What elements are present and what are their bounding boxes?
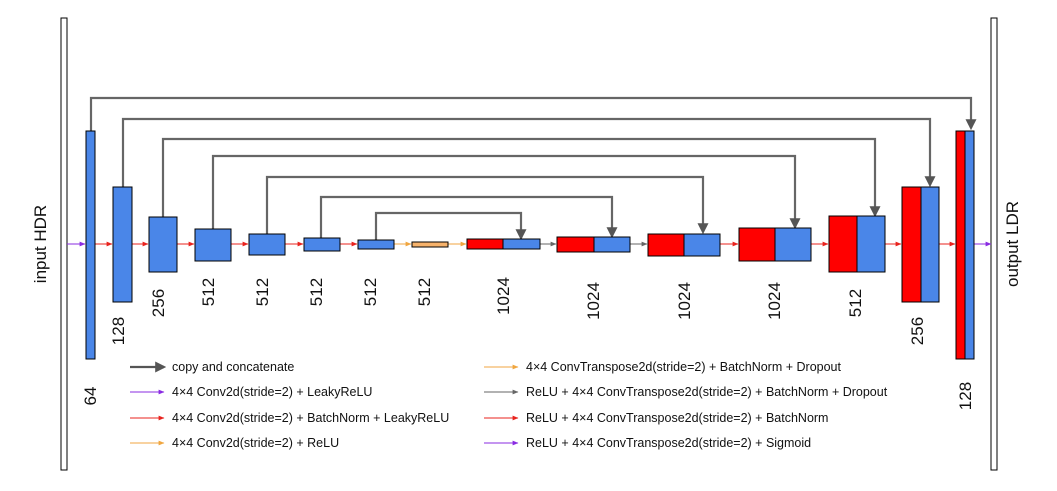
dec-block-6-blue (920, 186, 940, 303)
dec-block-3-blue (683, 233, 721, 257)
enc-label-2: 128 (109, 317, 128, 345)
enc-block-5 (248, 233, 286, 256)
dec-label-5: 512 (846, 289, 865, 317)
enc-block-8 (411, 241, 449, 248)
enc-block-6 (303, 237, 341, 252)
enc-label-8: 512 (415, 278, 434, 306)
dec-block-7-red (955, 130, 966, 360)
dec-block-7-blue (964, 130, 975, 360)
enc-block-7 (357, 239, 395, 250)
enc-label-1: 64 (81, 387, 100, 406)
encoder-labels: 64 128 256 512 512 512 512 512 (81, 278, 434, 406)
legend-text-4: 4×4 Conv2d(stride=2) + ReLU (172, 436, 339, 450)
skip-512-d (374, 211, 527, 241)
skip-256 (161, 137, 881, 218)
input-label: input HDR (31, 205, 50, 283)
skip-64 (89, 96, 977, 131)
skip-connections (89, 96, 977, 241)
enc-block-2 (112, 186, 133, 303)
skip-512-a (211, 154, 801, 230)
enc-label-7: 512 (361, 278, 380, 306)
dec-block-2-blue (593, 236, 631, 253)
legend-text-2: 4×4 Conv2d(stride=2) + LeakyReLU (172, 385, 372, 399)
decoder-labels: 1024 1024 1024 1024 512 256 128 (494, 277, 975, 410)
decoder-blocks (466, 130, 975, 360)
enc-label-3: 256 (149, 289, 168, 317)
encoder-blocks (85, 130, 449, 360)
output-frame (990, 17, 998, 471)
dec-block-6-red (901, 186, 922, 303)
dec-label-2: 1024 (584, 282, 603, 320)
legend-text-6: ReLU + 4×4 ConvTranspose2d(stride=2) + B… (526, 385, 888, 399)
dec-label-4: 1024 (765, 282, 784, 320)
skip-512-b (265, 175, 709, 235)
skip-512-c (319, 195, 618, 239)
dec-block-2-red (556, 236, 595, 253)
dec-block-4-blue (774, 227, 812, 262)
skip-128 (121, 117, 936, 188)
dec-block-1-blue (502, 238, 541, 250)
legend: copy and concatenate 4×4 Conv2d(stride=2… (130, 360, 888, 450)
enc-label-4: 512 (199, 278, 218, 306)
legend-text-7: ReLU + 4×4 ConvTranspose2d(stride=2) + B… (526, 411, 828, 425)
dec-block-4-red (738, 227, 776, 262)
dec-label-7: 128 (956, 382, 975, 410)
enc-block-1 (85, 130, 96, 360)
input-frame (60, 17, 68, 471)
legend-text-1: copy and concatenate (172, 360, 294, 374)
enc-label-5: 512 (253, 278, 272, 306)
output-label: output LDR (1003, 201, 1022, 287)
legend-text-8: ReLU + 4×4 ConvTranspose2d(stride=2) + S… (526, 436, 811, 450)
dec-block-5-red (828, 215, 858, 273)
enc-block-3 (148, 216, 178, 273)
enc-label-6: 512 (307, 278, 326, 306)
enc-block-4 (194, 228, 232, 262)
dec-block-1-red (466, 238, 504, 250)
dec-label-3: 1024 (675, 282, 694, 320)
legend-text-5: 4×4 ConvTranspose2d(stride=2) + BatchNor… (526, 360, 842, 374)
dec-label-6: 256 (908, 317, 927, 345)
dec-block-3-red (647, 233, 685, 257)
legend-text-3: 4×4 Conv2d(stride=2) + BatchNorm + Leaky… (172, 411, 449, 425)
dec-label-1: 1024 (494, 277, 513, 315)
dec-block-5-blue (856, 215, 886, 273)
